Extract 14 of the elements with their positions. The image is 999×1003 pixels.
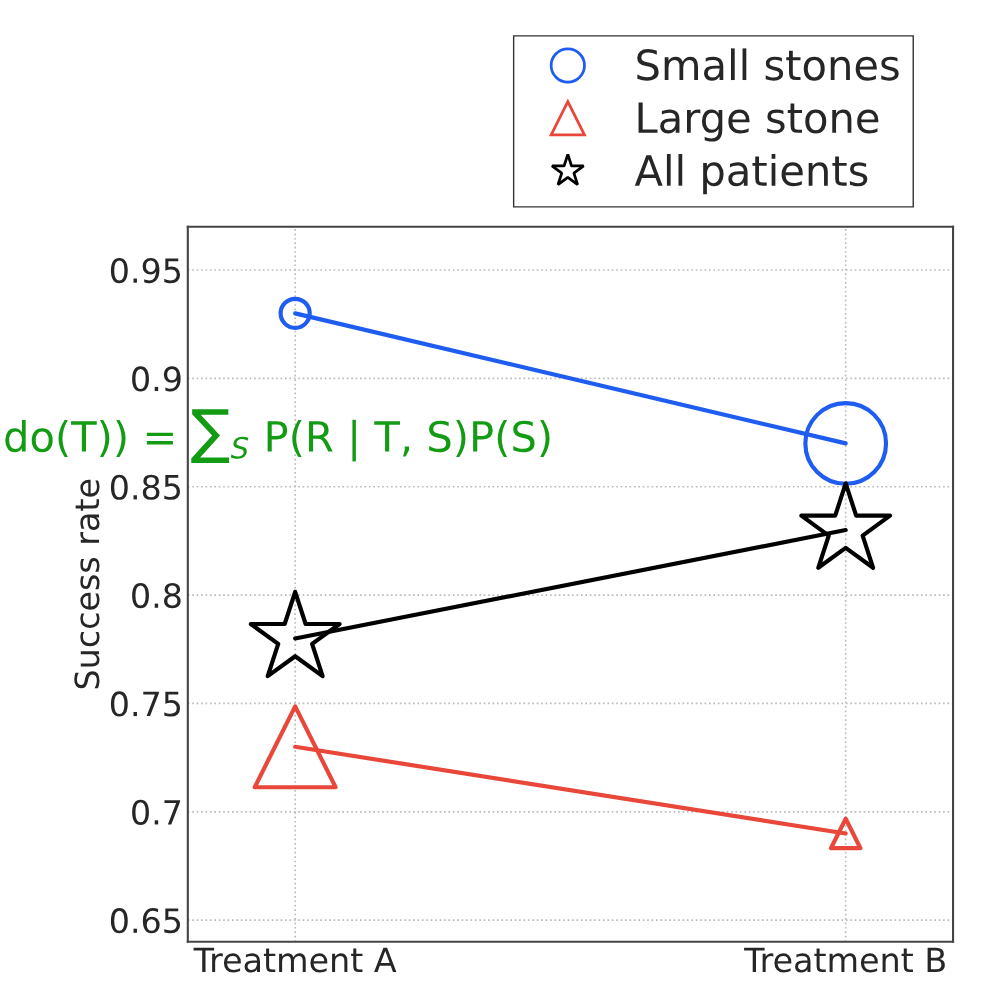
legend-label: All patients: [634, 154, 868, 195]
y-axis-title: Success rate: [74, 479, 100, 689]
y-tick-label: 0.75: [110, 691, 181, 717]
annotation: do(T)) = ∑$_{S}$ P(R | T, S)P(S): [5, 409, 550, 463]
legend-label: Large stone: [638, 102, 879, 142]
x-tick-label: Treatment A: [193, 947, 397, 973]
legend-label: Small stones: [637, 48, 899, 81]
y-tick-label: 0.9: [132, 366, 181, 392]
y-tick-label: 0.85: [110, 474, 181, 500]
y-tick-label: 0.65: [110, 908, 181, 934]
y-tick-label: 0.95: [110, 257, 181, 284]
y-tick-label: 0.8: [132, 583, 181, 609]
x-tick-label: Treatment B: [744, 947, 945, 973]
y-tick-label: 0.7: [132, 799, 181, 825]
